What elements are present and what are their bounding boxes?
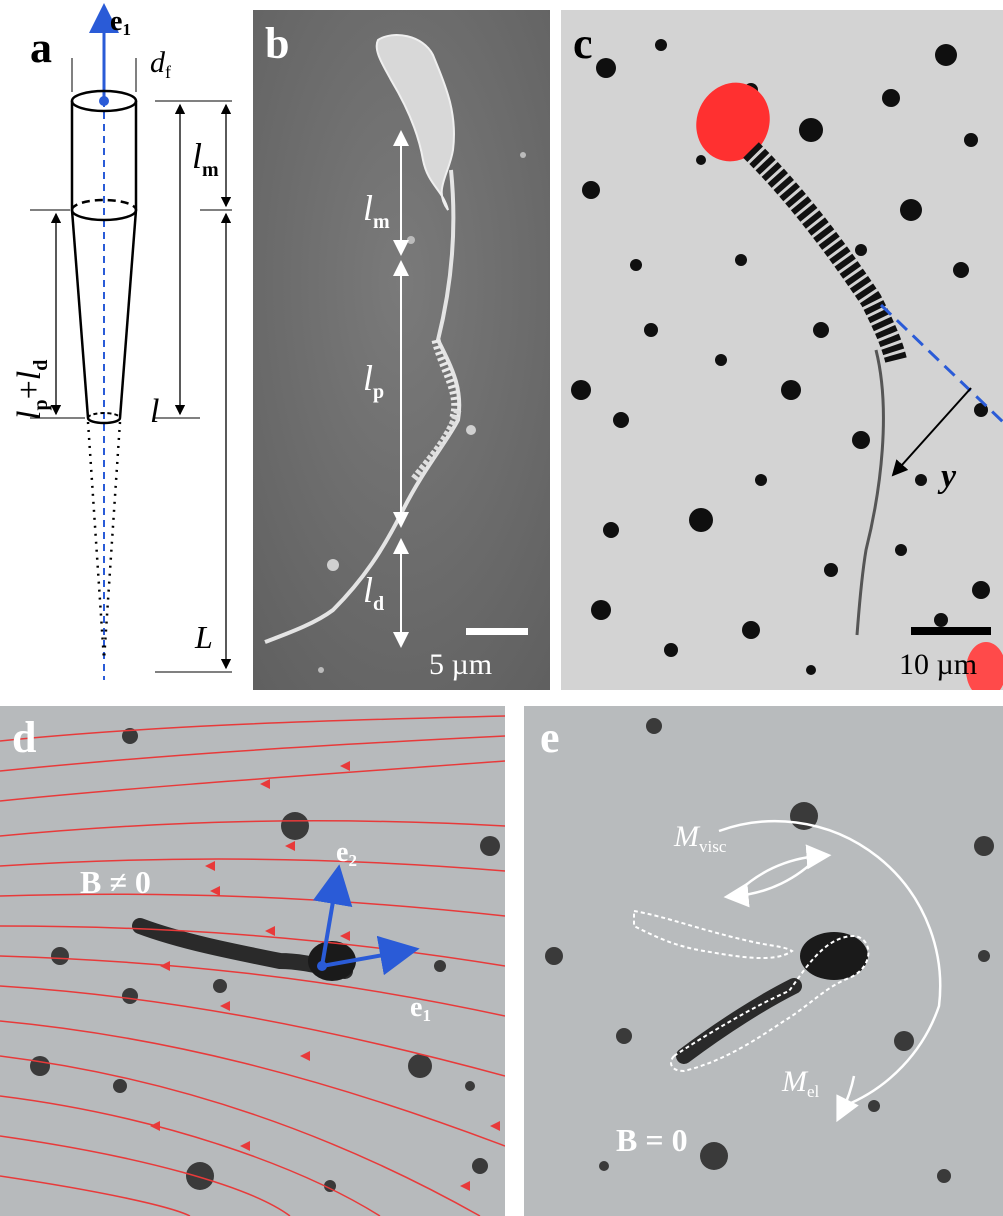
micrograph-c: c y 10 µm <box>561 10 1003 690</box>
red-head <box>696 82 770 162</box>
panel-label-d: d <box>12 713 36 762</box>
panel-label-c: c <box>573 19 593 68</box>
panel-d: d B ≠ 0 e2 e1 <box>0 706 505 1216</box>
e2-label: e2 <box>336 837 357 870</box>
schematic-diagram: a e1 df lm l L lp+ld <box>11 3 232 680</box>
scale-bar <box>466 628 528 635</box>
lm-label: lm <box>363 188 390 233</box>
panel-b: b lm lp ld 5 µm <box>253 10 550 690</box>
panel-label-a: a <box>30 23 52 72</box>
l-label: l <box>150 393 159 430</box>
mel-label: Mel <box>781 1065 820 1101</box>
visc-arc <box>718 819 942 1108</box>
panel-e: e B = 0 Mvisc Mel <box>524 706 1003 1216</box>
panel-c: c y 10 µm <box>561 10 1003 690</box>
current-outline <box>670 934 870 1073</box>
svg-text:e1: e1 <box>110 6 131 39</box>
lp-label: lp <box>363 358 384 403</box>
lpld-label: lp+ld <box>11 360 52 420</box>
micrograph-d: d B ≠ 0 e2 e1 <box>0 706 505 1216</box>
scale-label: 10 µm <box>899 648 977 681</box>
mvisc-label: Mvisc <box>673 820 727 856</box>
specimen-head <box>375 34 455 211</box>
y-arrow <box>891 387 972 477</box>
previous-outline <box>633 909 794 960</box>
lm-label: lm <box>192 136 219 181</box>
ld-label: ld <box>363 570 384 615</box>
el-arc <box>836 1075 859 1123</box>
L-label: L <box>194 619 213 655</box>
e2-arrow <box>312 864 353 967</box>
scale-label: 5 µm <box>429 648 492 681</box>
micrograph-e: e B = 0 Mvisc Mel <box>524 706 1003 1216</box>
e1-arrow <box>321 935 420 976</box>
panel-label-e: e <box>540 713 560 762</box>
field-lines <box>0 715 505 1216</box>
panel-label-b: b <box>265 19 289 68</box>
field-label: B ≠ 0 <box>80 864 151 900</box>
y-label: y <box>937 458 957 495</box>
scale-bar <box>911 627 991 635</box>
df-label: df <box>150 46 171 82</box>
field-arrowheads <box>150 761 500 1191</box>
specimen <box>676 978 802 1064</box>
panel-a: a e1 df lm l L lp+ld <box>0 0 250 690</box>
field-label: B = 0 <box>616 1122 688 1158</box>
sem-image: b lm lp ld 5 µm <box>253 10 550 690</box>
flagellum <box>855 349 885 636</box>
e1-label: e1 <box>410 992 431 1025</box>
dashed-reference-line <box>879 303 1003 424</box>
